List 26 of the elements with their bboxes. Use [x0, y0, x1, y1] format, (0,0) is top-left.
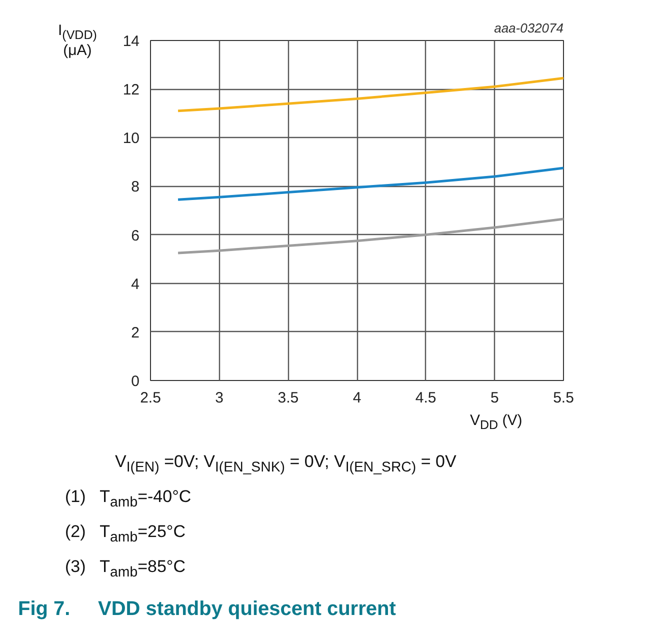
x-tick-label: 5	[490, 390, 499, 406]
x-tick-label: 4.5	[415, 390, 436, 406]
text: aaa-032074	[494, 20, 564, 36]
text: (1) T$_{amb}$=-40°C	[65, 486, 192, 512]
y-tick-label: 4	[131, 276, 140, 293]
y-tick-label: 14	[122, 33, 140, 50]
text: (2) T$_{amb}$=25°C	[65, 521, 186, 548]
line-series	[176, 76, 564, 112]
text: Fig 7. VDD standby quiescent current	[18, 597, 396, 622]
x-tick-label: 2.5	[140, 390, 161, 406]
x-axis-title: V$_{DD}$ (V)	[470, 411, 522, 434]
text: (3) T$_{amb}$=85°C	[65, 556, 186, 582]
y-tick-label: 12	[122, 82, 140, 99]
line-series	[176, 218, 564, 254]
y-axis-title: I$_{(VDD)}$ (μA)	[58, 21, 97, 60]
y-tick-label: 10	[122, 130, 140, 148]
x-tick-label: 3.5	[278, 390, 299, 406]
text: V$_{I(EN)}$ =0V; V$_{I(EN_SNK)}$ = 0V; V$_{I(EN_SRC)}$ = 0V	[115, 451, 456, 478]
y-tick-label: 6	[131, 227, 140, 244]
y-tick-label: 2	[131, 324, 140, 342]
y-tick-label: 8	[131, 178, 140, 196]
x-tick-label: 4	[352, 390, 362, 406]
y-tick-label: 0	[131, 373, 140, 390]
line-series	[176, 166, 564, 201]
x-tick-label: 5.5	[553, 390, 574, 406]
x-tick-label: 3	[215, 390, 224, 406]
